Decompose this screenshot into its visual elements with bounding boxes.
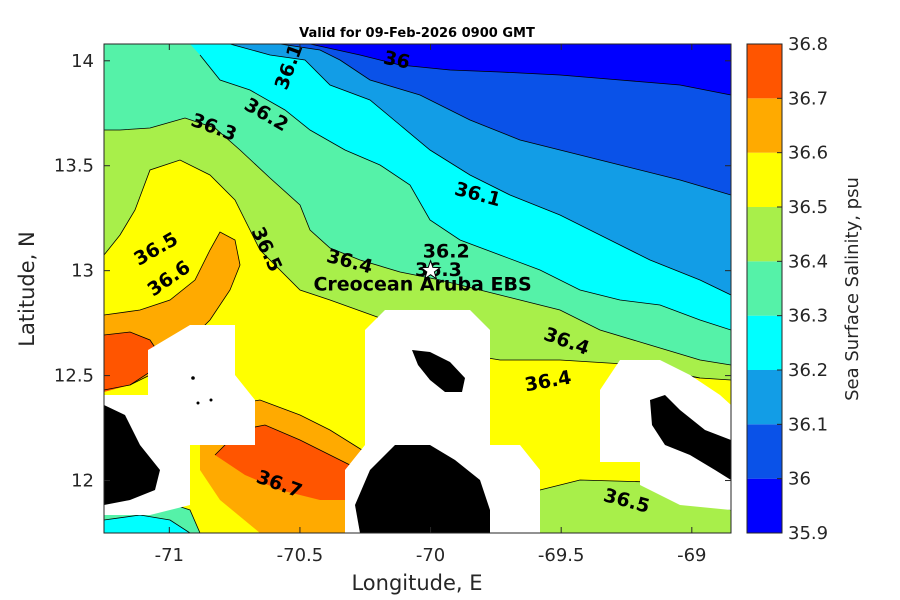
band-36.7-36.8-west bbox=[104, 332, 160, 392]
plot-frame bbox=[103, 43, 732, 534]
band-36.2-36.3-south bbox=[104, 515, 190, 533]
contour-label: 36.2 bbox=[423, 240, 470, 262]
y-tick-label: 14 bbox=[71, 51, 94, 72]
station-label: Creocean Aruba EBS bbox=[313, 274, 531, 296]
x-axis: -71 -70.5 -70 -69.5 -69 bbox=[155, 44, 707, 566]
colorbar-tick-label: 36.2 bbox=[788, 360, 828, 381]
y-tick-label: 12 bbox=[71, 471, 94, 492]
y-axis-label: Latitude, N bbox=[15, 231, 39, 347]
colorbar-segment bbox=[747, 424, 782, 479]
band-36.4-36.5-south bbox=[540, 480, 731, 533]
contour-label: 36 bbox=[381, 47, 411, 74]
colorbar-segment bbox=[747, 152, 782, 207]
island-curacao-main bbox=[355, 445, 490, 533]
station-marker: Creocean Aruba EBS bbox=[313, 259, 532, 296]
colorbar-tick-label: 36.1 bbox=[788, 414, 828, 435]
colorbar-tick-label: 36.3 bbox=[788, 306, 828, 327]
colorbar-tick-label: 36.7 bbox=[788, 88, 828, 109]
colorbar: 35.9 36 36.1 36.2 36.3 36.4 36.5 36.6 36.7 36.8 bbox=[746, 34, 828, 544]
colorbar-tick-label: 36.5 bbox=[788, 197, 828, 218]
colorbar-segment bbox=[747, 98, 782, 153]
x-tick-label: -69 bbox=[677, 545, 706, 566]
y-tick-label: 13.5 bbox=[54, 156, 94, 177]
land-masks bbox=[104, 310, 731, 533]
x-tick-label: -70 bbox=[416, 545, 445, 566]
colorbar-tick-label: 36.8 bbox=[788, 34, 828, 55]
colorbar-segment bbox=[747, 315, 782, 370]
x-axis-label: Longitude, E bbox=[351, 571, 482, 595]
chart-title: Valid for 09-Feb-2026 0900 GMT bbox=[299, 26, 535, 41]
colorbar-tick-label: 36.6 bbox=[788, 143, 828, 164]
y-axis: 12 12.5 13 13.5 14 bbox=[54, 51, 731, 492]
x-tick-label: -69.5 bbox=[538, 545, 585, 566]
band-35.9-36.0 bbox=[310, 44, 731, 95]
colorbar-tick-label: 36 bbox=[788, 469, 811, 490]
island-aruba bbox=[412, 350, 465, 392]
colorbar-tick-label: 35.9 bbox=[788, 523, 828, 544]
colorbar-segment bbox=[747, 370, 782, 425]
colorbar-segment bbox=[747, 44, 782, 99]
islet-1 bbox=[191, 376, 195, 380]
colorbar-label: Sea Surface Salinity, psu bbox=[842, 177, 863, 401]
islet-2 bbox=[196, 401, 200, 405]
colorbar-segment bbox=[747, 478, 782, 533]
island-bonaire bbox=[650, 395, 731, 480]
islet-3 bbox=[209, 398, 213, 402]
band-36.0-36.1 bbox=[230, 44, 731, 195]
y-tick-label: 12.5 bbox=[54, 366, 94, 387]
island-western bbox=[104, 405, 160, 505]
x-tick-label: -71 bbox=[155, 545, 184, 566]
x-tick-label: -70.5 bbox=[277, 545, 324, 566]
colorbar-frame bbox=[746, 43, 783, 534]
station-star-icon bbox=[419, 259, 442, 281]
colorbar-tick-label: 36.4 bbox=[788, 251, 828, 272]
colorbar-segment bbox=[747, 261, 782, 316]
colorbar-segment bbox=[747, 207, 782, 262]
y-tick-label: 13 bbox=[71, 261, 94, 282]
